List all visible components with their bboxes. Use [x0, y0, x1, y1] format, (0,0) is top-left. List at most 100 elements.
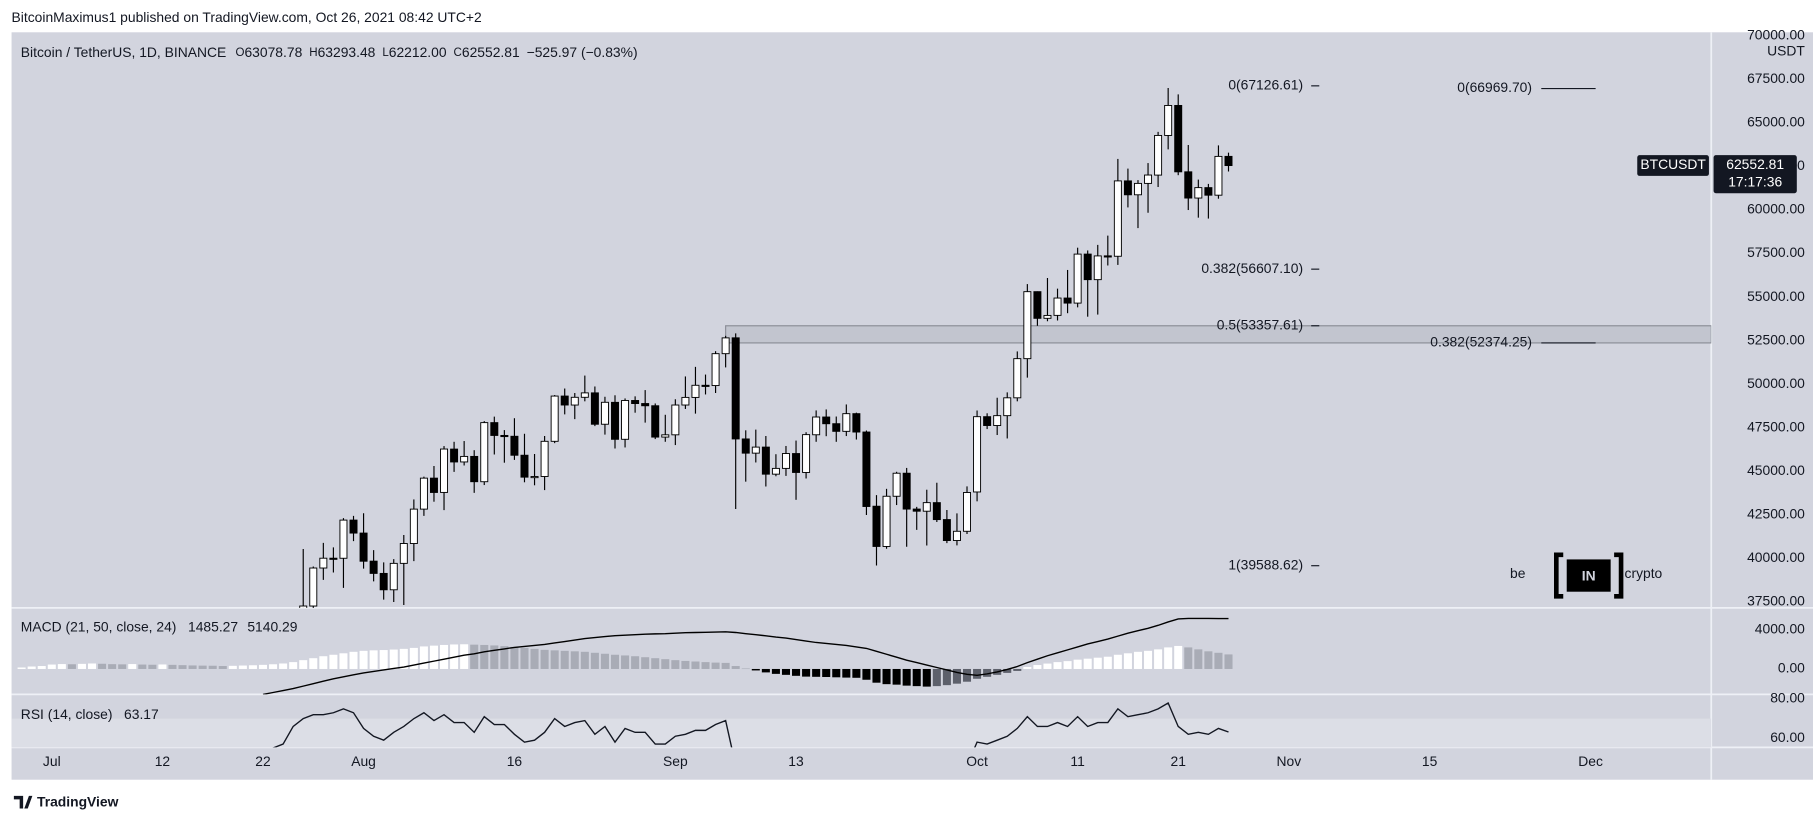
watermark-crypto: crypto	[1625, 565, 1663, 581]
footer-text: TradingView	[37, 793, 119, 809]
candle-body	[932, 502, 941, 521]
last-price-bg	[1713, 155, 1797, 194]
macd-histogram-bar	[802, 668, 811, 677]
macd-histogram-bar	[1053, 662, 1062, 669]
macd-histogram-bar	[1013, 668, 1022, 671]
macd-histogram-bar	[218, 666, 227, 669]
macd-histogram-bar	[962, 668, 972, 682]
candle-body	[299, 605, 308, 608]
macd-line-value: 5140.29	[247, 618, 297, 634]
macd-histogram-bar	[299, 660, 308, 669]
macd-histogram-bar	[1093, 657, 1102, 669]
macd-histogram-bar	[711, 662, 720, 669]
candle-body	[440, 448, 449, 493]
macd-histogram-bar	[409, 647, 418, 669]
macd-histogram-bar	[610, 654, 620, 669]
y-tick-label: 37500.00	[1747, 593, 1805, 609]
candle-body	[711, 353, 720, 387]
macd-histogram-bar	[691, 661, 700, 669]
fib-label: 1(39588.62)	[1228, 556, 1303, 572]
candle-body	[802, 434, 811, 473]
macd-histogram-bar	[67, 664, 76, 669]
candle-body	[1174, 105, 1183, 173]
macd-histogram-bar	[389, 649, 398, 669]
macd-histogram-bar	[1033, 665, 1042, 669]
macd-histogram-bar	[882, 668, 891, 685]
macd-histogram-bar	[349, 651, 358, 669]
candle-body	[329, 557, 338, 560]
macd-histogram-bar	[87, 663, 97, 669]
rsi-title: RSI (14, close)	[21, 706, 113, 722]
macd-histogram-bar	[1154, 649, 1163, 669]
macd-histogram-bar	[37, 666, 46, 669]
macd-histogram-bar	[500, 646, 509, 669]
macd-histogram-bar	[47, 664, 56, 669]
macd-histogram-bar	[600, 653, 609, 669]
candle-body	[470, 455, 479, 483]
macd-histogram-bar	[77, 663, 86, 669]
chart-background	[11, 32, 1813, 780]
macd-histogram-bar	[530, 648, 539, 669]
macd-histogram-bar	[460, 644, 469, 669]
candle-body	[963, 492, 971, 532]
rsi-band	[11, 718, 1712, 748]
candle-body	[1103, 255, 1112, 258]
candle-body	[319, 557, 328, 569]
candle-body	[832, 423, 841, 432]
watermark-in: IN	[1582, 567, 1596, 583]
candle-body	[590, 392, 599, 425]
candle-body	[1134, 182, 1142, 196]
macd-histogram-bar	[570, 651, 579, 669]
macd-histogram-bar	[208, 665, 217, 669]
y-tick-label: 80.00	[1770, 690, 1805, 706]
macd-line	[262, 617, 1229, 695]
macd-histogram-bar	[1204, 651, 1213, 669]
candle-body	[409, 508, 418, 544]
macd-histogram-bar	[1133, 651, 1143, 669]
macd-histogram-bar	[1194, 649, 1203, 669]
macd-histogram-bar	[379, 650, 388, 669]
x-tick-label: 12	[155, 753, 170, 769]
candle-body	[1093, 255, 1102, 281]
macd-histogram-bar	[510, 646, 519, 669]
macd-hist-value: 1485.27	[188, 618, 238, 634]
candle-body	[379, 572, 388, 591]
candle-body	[721, 337, 730, 355]
watermark-brackets	[1554, 552, 1624, 599]
macd-histogram-bar	[399, 648, 408, 669]
macd-histogram-bar	[1164, 647, 1173, 669]
candle-body	[902, 472, 911, 510]
fib-label: 0(66969.70)	[1457, 79, 1532, 95]
y-tick-label: 40000.00	[1747, 549, 1805, 565]
candle-body	[570, 396, 579, 406]
candle-body	[490, 422, 499, 436]
macd-histogram-bar	[721, 662, 730, 669]
candle-body	[973, 416, 982, 493]
symbol-tag-bg	[1637, 155, 1709, 176]
change: −525.97 (−0.83%)	[527, 44, 638, 60]
candle-body	[983, 416, 992, 426]
y-tick-label: 50000.00	[1747, 375, 1805, 391]
macd-histogram-bar	[258, 664, 268, 669]
candle-body	[530, 476, 539, 479]
macd-histogram-bar	[1174, 645, 1183, 669]
candle-body	[500, 434, 509, 438]
macd-histogram-bar	[128, 664, 137, 669]
candle-body	[872, 505, 881, 547]
macd-histogram-bar	[138, 664, 147, 669]
macd-histogram-bar	[158, 664, 167, 669]
macd-histogram-bar	[359, 650, 368, 669]
y-tick-label: 47500.00	[1747, 419, 1805, 435]
price-pane	[299, 88, 1712, 608]
y-tick-label: 57500.00	[1747, 244, 1805, 260]
candle-body	[761, 446, 770, 475]
macd-histogram-bar	[429, 645, 438, 669]
candle-body	[842, 413, 851, 432]
macd-histogram-bar	[741, 668, 750, 670]
y-tick-label: 60.00	[1770, 729, 1805, 745]
candle-body	[1123, 180, 1132, 196]
candle-body	[993, 415, 1002, 426]
macd-histogram-bar	[1123, 653, 1132, 669]
candle-body	[671, 404, 680, 436]
macd-histogram-bar	[842, 668, 851, 678]
